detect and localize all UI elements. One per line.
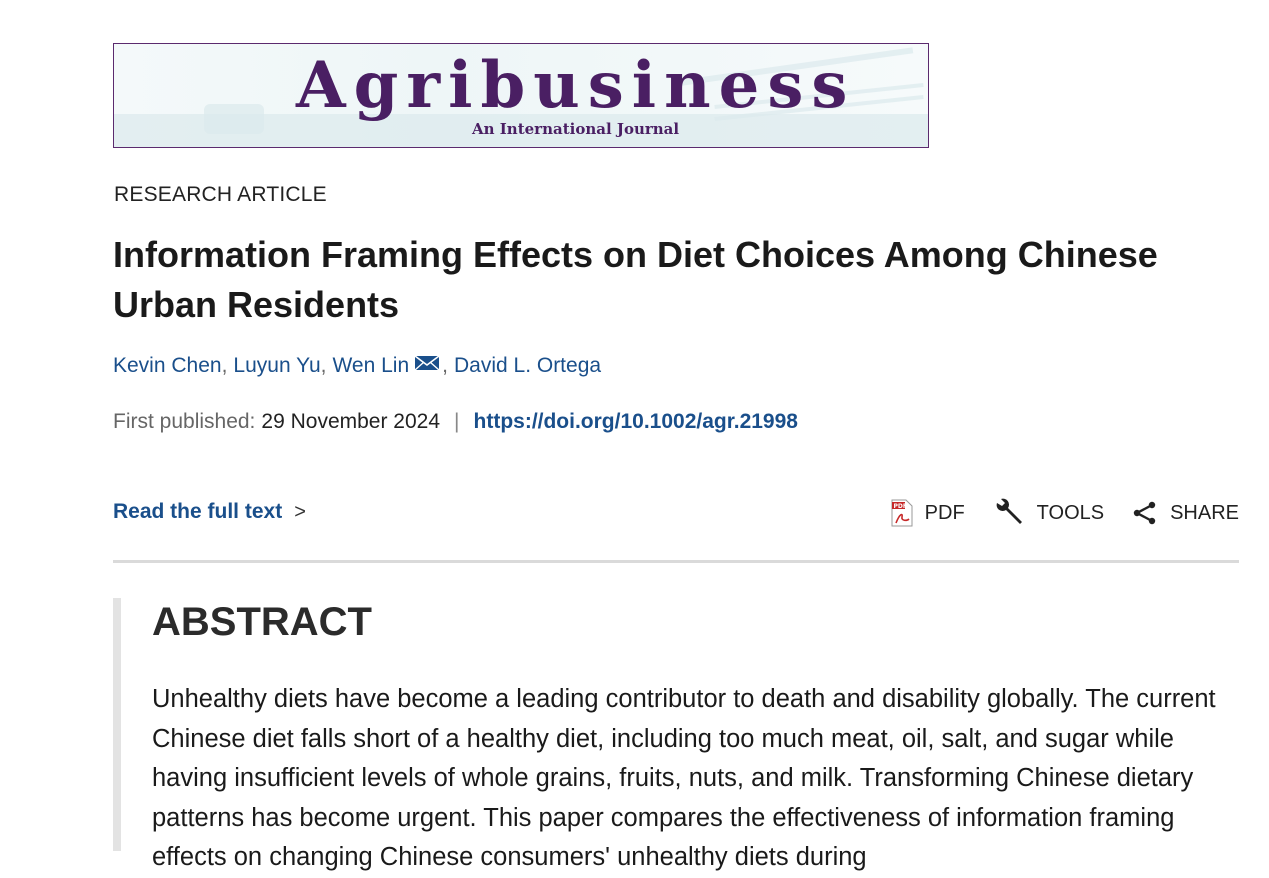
share-button[interactable]: SHARE xyxy=(1132,500,1239,526)
chevron-right-icon: > xyxy=(294,500,306,523)
mail-icon[interactable] xyxy=(414,354,440,378)
section-divider xyxy=(113,560,1239,563)
author-separator: , xyxy=(320,354,327,377)
abstract-side-bar xyxy=(113,598,121,851)
published-label: First published: xyxy=(113,410,256,433)
pdf-label: PDF xyxy=(924,501,965,524)
author-link[interactable]: Wen Lin xyxy=(332,354,410,377)
read-full-text-label: Read the full text xyxy=(113,500,283,523)
share-label: SHARE xyxy=(1170,501,1239,524)
abstract-text: Unhealthy diets have become a leading co… xyxy=(152,685,1216,871)
journal-title: Agribusiness xyxy=(296,48,856,123)
published-date: 29 November 2024 xyxy=(261,410,441,433)
share-icon xyxy=(1132,500,1158,526)
doi-link[interactable]: https://doi.org/10.1002/agr.21998 xyxy=(473,410,798,433)
abstract-heading: ABSTRACT xyxy=(152,600,372,644)
wrench-icon xyxy=(993,497,1025,529)
author-link[interactable]: Kevin Chen xyxy=(113,354,222,377)
author-separator: , xyxy=(442,354,448,377)
article-title: Information Framing Effects on Diet Choi… xyxy=(113,234,1158,325)
journal-banner[interactable]: Agribusiness An International Journal xyxy=(113,43,929,148)
author-link[interactable]: Luyun Yu xyxy=(233,354,321,377)
author-link[interactable]: David L. Ortega xyxy=(453,354,602,377)
svg-text:PDF: PDF xyxy=(893,503,906,510)
author-list: Kevin Chen , Luyun Yu , Wen Lin , David … xyxy=(113,354,601,378)
article-type: RESEARCH ARTICLE xyxy=(114,183,327,206)
banner-background-shape xyxy=(204,104,264,134)
read-full-text-link[interactable]: Read the full text > xyxy=(113,500,306,524)
pdf-icon: PDF xyxy=(891,499,913,527)
author-separator: , xyxy=(221,354,228,377)
journal-subtitle: An International Journal xyxy=(472,120,680,138)
publication-info: First published: 29 November 2024 | http… xyxy=(113,410,798,434)
tools-label: TOOLS xyxy=(1036,501,1105,524)
divider: | xyxy=(454,410,460,433)
article-toolbar: PDF PDF TOOLS SHARE xyxy=(863,497,1239,529)
pdf-button[interactable]: PDF PDF xyxy=(891,499,965,527)
tools-button[interactable]: TOOLS xyxy=(993,497,1104,529)
